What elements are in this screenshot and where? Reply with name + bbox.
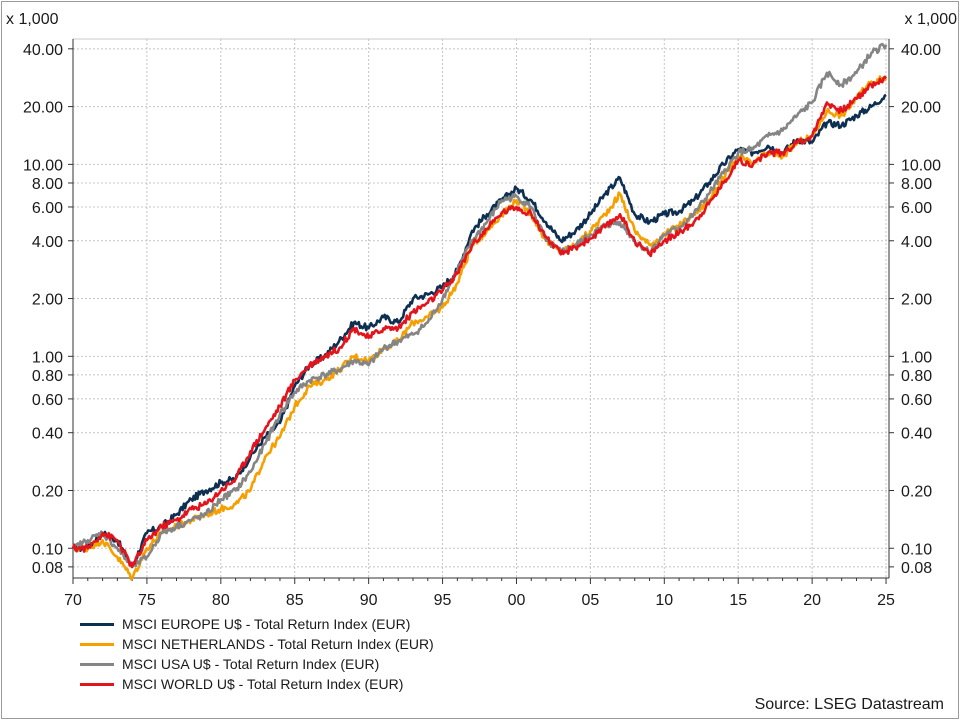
legend-swatch — [80, 622, 114, 626]
y-tick-label-right: 1.00 — [901, 349, 932, 366]
y-tick-label-left: 0.20 — [32, 483, 63, 500]
y-tick-label-right: 0.08 — [901, 560, 932, 577]
x-tick-label: 75 — [138, 592, 156, 609]
y-tick-label-left: 8.00 — [32, 176, 63, 193]
y-tick-label-left: 0.40 — [32, 426, 63, 443]
legend-label: MSCI EUROPE U$ - Total Return Index (EUR… — [122, 616, 411, 632]
y-tick-label-left: 2.00 — [32, 292, 63, 309]
y-tick-label-right: 2.00 — [901, 292, 932, 309]
y-unit-label-left: x 1,000 — [6, 11, 59, 28]
x-tick-label: 15 — [729, 592, 747, 609]
y-tick-label-left: 1.00 — [32, 349, 63, 366]
legend-label: MSCI NETHERLANDS - Total Return Index (E… — [122, 636, 434, 652]
x-tick-label: 10 — [655, 592, 673, 609]
series-line-1 — [71, 93, 887, 569]
y-tick-label-right: 40.00 — [901, 42, 941, 59]
legend-swatch — [80, 662, 114, 666]
x-tick-label: 00 — [508, 592, 526, 609]
y-tick-label-left: 0.60 — [32, 392, 63, 409]
legend-item: MSCI WORLD U$ - Total Return Index (EUR) — [80, 674, 434, 694]
y-tick-label-left: 6.00 — [32, 200, 63, 217]
legend-label: MSCI USA U$ - Total Return Index (EUR) — [122, 656, 380, 672]
y-tick-label-right: 6.00 — [901, 200, 932, 217]
y-tick-label-left: 20.00 — [23, 100, 63, 117]
y-unit-label-right: x 1,000 — [905, 11, 958, 28]
x-tick-label: 05 — [581, 592, 599, 609]
axes — [68, 38, 894, 584]
legend-label: MSCI WORLD U$ - Total Return Index (EUR) — [122, 676, 404, 692]
y-tick-label-left: 0.80 — [32, 368, 63, 385]
x-tick-label: 85 — [286, 592, 304, 609]
y-tick-label-left: 40.00 — [23, 42, 63, 59]
y-tick-label-right: 10.00 — [901, 157, 941, 174]
y-tick-label-right: 20.00 — [901, 100, 941, 117]
x-tick-label: 80 — [212, 592, 230, 609]
tick-labels: 0.08 0.08 0.10 0.10 0.20 0.20 0.40 0.40 0.60 0.60… — [6, 11, 957, 609]
legend: MSCI EUROPE U$ - Total Return Index (EUR… — [80, 614, 434, 694]
series-line-4 — [71, 75, 888, 569]
grid-lines — [72, 39, 889, 578]
y-tick-label-left: 0.08 — [32, 560, 63, 577]
x-tick-label: 20 — [803, 592, 821, 609]
x-tick-label: 95 — [434, 592, 452, 609]
series-line-3 — [71, 42, 888, 569]
y-tick-label-right: 0.20 — [901, 483, 932, 500]
y-tick-label-right: 0.40 — [901, 426, 932, 443]
y-tick-label-right: 8.00 — [901, 176, 932, 193]
legend-swatch — [80, 642, 114, 646]
legend-item: MSCI EUROPE U$ - Total Return Index (EUR… — [80, 614, 434, 634]
series-layer — [71, 42, 888, 581]
y-tick-label-right: 4.00 — [901, 234, 932, 251]
y-tick-label-left: 4.00 — [32, 234, 63, 251]
x-tick-label: 90 — [360, 592, 378, 609]
y-tick-label-left: 10.00 — [23, 157, 63, 174]
legend-item: MSCI USA U$ - Total Return Index (EUR) — [80, 654, 434, 674]
y-tick-label-left: 0.10 — [32, 541, 63, 558]
legend-swatch — [80, 682, 114, 686]
y-tick-label-right: 0.60 — [901, 392, 932, 409]
x-tick-label: 70 — [64, 592, 82, 609]
legend-item: MSCI NETHERLANDS - Total Return Index (E… — [80, 634, 434, 654]
x-tick-label: 25 — [877, 592, 895, 609]
series-line-2 — [71, 75, 888, 581]
source-note: Source: LSEG Datastream — [754, 696, 944, 713]
y-tick-label-right: 0.80 — [901, 368, 932, 385]
y-tick-label-right: 0.10 — [901, 541, 932, 558]
